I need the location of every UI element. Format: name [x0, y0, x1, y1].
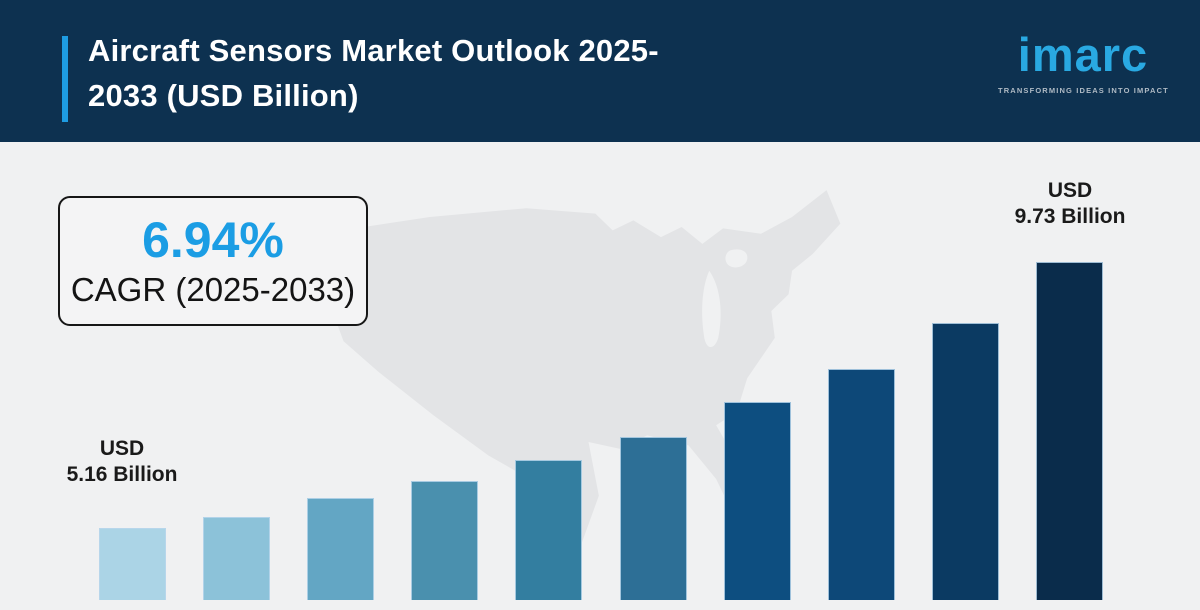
usa-map-silhouette	[302, 190, 841, 553]
bar-4	[411, 481, 478, 600]
first-bar-value-line2: 5.16 Billion	[66, 463, 178, 486]
imarc-logo: imarc TRANSFORMING IDEAS INTO IMPACT	[998, 26, 1168, 95]
bar-7	[724, 402, 791, 600]
cagr-callout-box: 6.94% CAGR (2025-2033)	[58, 196, 368, 326]
bar-chart	[0, 142, 1200, 600]
bar-2	[203, 517, 270, 600]
page-title-line1: Aircraft Sensors Market Outlook 2025-	[88, 33, 659, 68]
cagr-label: CAGR (2025-2033)	[70, 271, 356, 308]
lake-michigan-shape	[702, 270, 721, 348]
bar-6	[620, 437, 687, 600]
last-bar-value-line1: USD	[1047, 179, 1093, 202]
bar-8	[828, 369, 895, 600]
header-band: Aircraft Sensors Market Outlook 2025- 20…	[0, 0, 1200, 142]
cagr-value: 6.94%	[142, 212, 284, 268]
last-bar-value-label: USD 9.73 Billion	[1005, 178, 1135, 230]
imarc-logo-wordmark: imarc	[1017, 28, 1149, 81]
bar-9	[932, 323, 999, 600]
imarc-logo-tagline: TRANSFORMING IDEAS INTO IMPACT	[998, 86, 1169, 95]
bar-5	[515, 460, 582, 600]
bar-10	[1036, 262, 1103, 600]
first-bar-value-line1: USD	[99, 437, 145, 460]
page-title: Aircraft Sensors Market Outlook 2025- 20…	[88, 28, 788, 118]
lake-huron-shape	[725, 249, 748, 268]
last-bar-value-line2: 9.73 Billion	[1014, 205, 1126, 228]
bar-3	[307, 498, 374, 600]
chart-canvas: 6.94% CAGR (2025-2033) USD 5.16 Billion …	[0, 142, 1200, 600]
bar-1	[99, 528, 166, 600]
page-title-line2: 2033 (USD Billion)	[88, 78, 359, 113]
title-accent-bar	[62, 36, 68, 122]
first-bar-value-label: USD 5.16 Billion	[57, 436, 187, 488]
